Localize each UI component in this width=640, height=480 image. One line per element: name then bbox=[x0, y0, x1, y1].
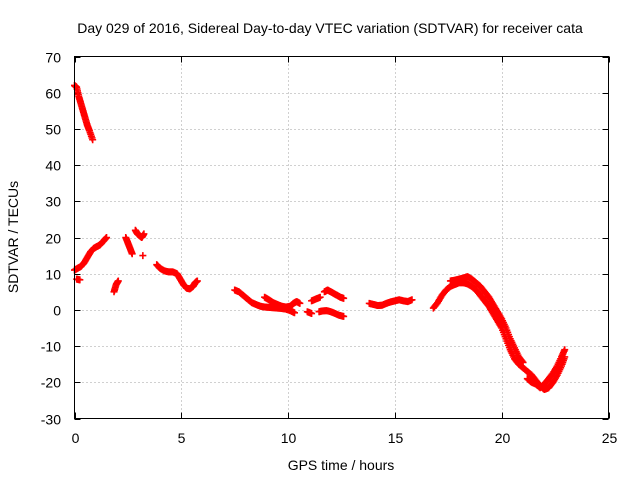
x-axis-label: GPS time / hours bbox=[288, 457, 395, 473]
data-point bbox=[193, 277, 201, 285]
series-segment-12 bbox=[308, 293, 324, 305]
y-tick-label: 30 bbox=[45, 194, 61, 210]
series-segment-9 bbox=[231, 286, 299, 317]
plot-frame bbox=[74, 56, 609, 419]
series-segment-8 bbox=[153, 261, 201, 293]
data-point bbox=[103, 234, 111, 241]
series-segment-18 bbox=[523, 346, 569, 392]
data-point bbox=[561, 346, 569, 354]
series-segment-13 bbox=[315, 307, 348, 320]
x-tick-label: 20 bbox=[495, 430, 511, 446]
series-segment-11 bbox=[303, 308, 316, 318]
data-point bbox=[128, 250, 136, 258]
y-tick-label: -20 bbox=[41, 375, 61, 391]
x-tick-label: 0 bbox=[72, 430, 80, 446]
data-point bbox=[519, 358, 527, 366]
data-point bbox=[140, 230, 148, 238]
y-tick-label: -30 bbox=[41, 412, 61, 428]
series-segment-15 bbox=[365, 296, 416, 310]
data-point bbox=[296, 299, 304, 307]
x-tick-labels: 0 5 10 15 20 25 bbox=[72, 430, 618, 446]
data-point bbox=[518, 357, 526, 365]
x-tick-label: 25 bbox=[602, 430, 618, 446]
y-tick-label: 10 bbox=[45, 267, 61, 283]
series-segment-5 bbox=[122, 234, 136, 258]
data-point bbox=[291, 309, 299, 317]
series-segment-6 bbox=[131, 226, 148, 241]
series-segment-14 bbox=[320, 286, 348, 302]
y-tick-label: 0 bbox=[53, 303, 61, 319]
data-point bbox=[89, 136, 97, 144]
y-tick-label: -10 bbox=[41, 339, 61, 355]
y-tick-label: 60 bbox=[45, 86, 61, 102]
data-point bbox=[308, 310, 316, 318]
data-points bbox=[71, 81, 569, 394]
x-tick-label: 10 bbox=[281, 430, 297, 446]
series-segment-10 bbox=[261, 293, 304, 311]
axis-ticks bbox=[74, 56, 610, 420]
series-segment-7 bbox=[139, 252, 147, 260]
x-tick-label: 5 bbox=[178, 430, 186, 446]
data-point bbox=[340, 294, 348, 302]
data-point bbox=[139, 252, 147, 260]
chart-title: Day 029 of 2016, Sidereal Day-to-day VTE… bbox=[77, 20, 583, 36]
y-tick-label: 70 bbox=[45, 50, 61, 66]
data-point bbox=[340, 312, 348, 320]
y-tick-label: 50 bbox=[45, 122, 61, 138]
y-tick-label: 20 bbox=[45, 231, 61, 247]
y-tick-label: 40 bbox=[45, 158, 61, 174]
grid-lines bbox=[74, 56, 609, 419]
y-axis-label: SDTVAR / TECUs bbox=[5, 181, 21, 293]
data-point bbox=[76, 276, 84, 284]
series-segment-17 bbox=[446, 273, 527, 366]
series-segment-3 bbox=[73, 275, 84, 284]
data-point bbox=[408, 296, 416, 304]
y-tick-labels: -30 -20 -10 0 10 20 30 40 50 60 70 bbox=[41, 50, 61, 428]
series-segment-4 bbox=[110, 277, 122, 296]
series-segment-2 bbox=[71, 234, 111, 274]
data-point bbox=[114, 277, 122, 285]
data-point bbox=[316, 293, 324, 301]
x-tick-label: 15 bbox=[388, 430, 404, 446]
series-segment-1 bbox=[71, 81, 97, 144]
